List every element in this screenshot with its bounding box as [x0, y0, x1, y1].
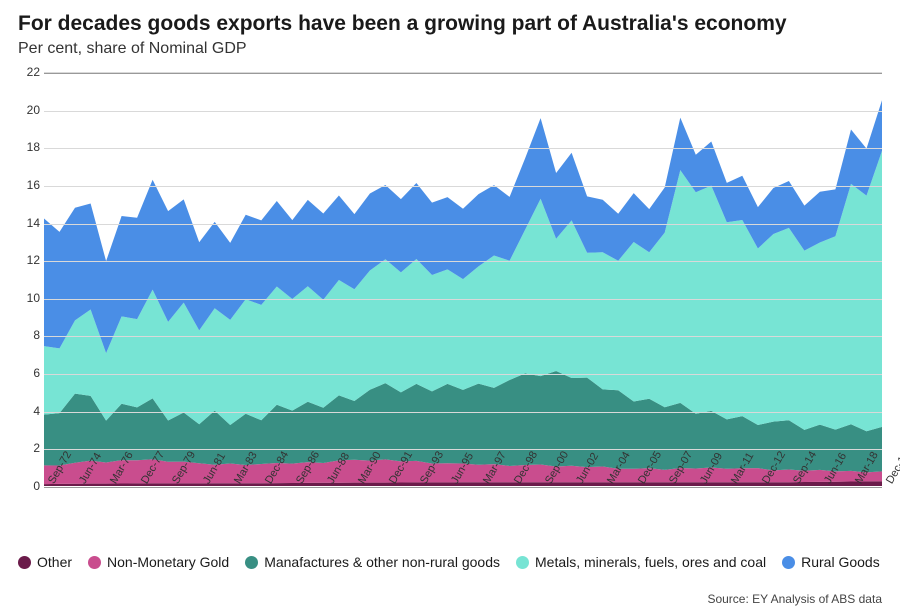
legend-label: Manafactures & other non-rural goods: [264, 554, 500, 570]
y-tick-label: 22: [18, 65, 40, 79]
y-tick-label: 4: [18, 404, 40, 418]
gridline: [44, 336, 882, 337]
gridline: [44, 299, 882, 300]
stacked-area-svg: [44, 73, 882, 486]
legend-item: Metals, minerals, fuels, ores and coal: [516, 554, 766, 570]
gridline: [44, 186, 882, 187]
gridline: [44, 111, 882, 112]
legend-swatch: [245, 556, 258, 569]
x-axis-baseline: [44, 487, 882, 488]
legend-item: Non-Monetary Gold: [88, 554, 229, 570]
y-tick-label: 18: [18, 140, 40, 154]
y-tick-label: 0: [18, 479, 40, 493]
gridline: [44, 148, 882, 149]
x-tick-label: Dec-19: [884, 449, 900, 486]
chart-subtitle: Per cent, share of Nominal GDP: [18, 40, 882, 58]
legend-label: Other: [37, 554, 72, 570]
gridline: [44, 224, 882, 225]
legend-label: Non-Monetary Gold: [107, 554, 229, 570]
legend-item: Other: [18, 554, 72, 570]
legend: Other Non-Monetary Gold Manafactures & oth…: [18, 554, 882, 570]
source-attribution: Source: EY Analysis of ABS data: [707, 592, 882, 606]
legend-label: Rural Goods: [801, 554, 880, 570]
y-tick-label: 6: [18, 366, 40, 380]
legend-swatch: [88, 556, 101, 569]
gridline: [44, 412, 882, 413]
y-tick-label: 2: [18, 441, 40, 455]
gridline: [44, 73, 882, 74]
y-tick-label: 14: [18, 216, 40, 230]
plot-area: Sep-72Jun-74Mar-76Dec-77Sep-79Jun-81Mar-…: [44, 72, 882, 486]
chart-area: 0246810121416182022 Sep-72Jun-74Mar-76De…: [18, 72, 882, 512]
legend-swatch: [516, 556, 529, 569]
gridline: [44, 374, 882, 375]
legend-swatch: [18, 556, 31, 569]
legend-item: Manafactures & other non-rural goods: [245, 554, 500, 570]
gridline: [44, 261, 882, 262]
legend-item: Rural Goods: [782, 554, 880, 570]
legend-swatch: [782, 556, 795, 569]
y-tick-label: 10: [18, 291, 40, 305]
gridline: [44, 449, 882, 450]
y-tick-label: 12: [18, 253, 40, 267]
chart-title: For decades goods exports have been a gr…: [18, 12, 882, 36]
legend-label: Metals, minerals, fuels, ores and coal: [535, 554, 766, 570]
y-tick-label: 8: [18, 328, 40, 342]
y-tick-label: 20: [18, 103, 40, 117]
y-tick-label: 16: [18, 178, 40, 192]
